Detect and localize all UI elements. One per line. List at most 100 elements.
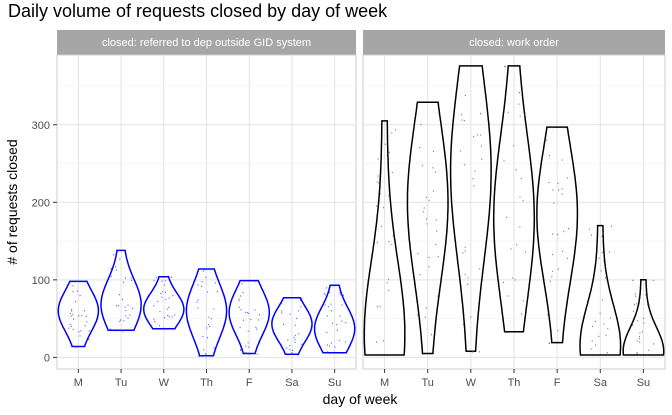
point (70, 325, 72, 328)
point (512, 277, 514, 279)
point (163, 327, 165, 329)
point (636, 303, 638, 305)
point (123, 320, 125, 322)
point (563, 231, 565, 233)
point (561, 188, 563, 190)
points-Tu (417, 113, 440, 355)
point (259, 314, 260, 316)
point (391, 171, 393, 174)
point (131, 279, 133, 281)
point (561, 250, 563, 252)
point (522, 300, 524, 302)
point (114, 330, 116, 332)
point (639, 332, 641, 334)
x-tick-label: Th (508, 377, 521, 389)
point (84, 310, 86, 312)
point (283, 323, 284, 325)
point (552, 253, 554, 256)
point (420, 123, 422, 125)
point (241, 283, 243, 285)
point (653, 320, 655, 322)
point (547, 314, 549, 316)
point (432, 167, 434, 169)
point (80, 330, 82, 332)
point (653, 343, 655, 345)
point (324, 294, 326, 296)
point (647, 304, 648, 306)
point (238, 300, 240, 302)
point (168, 306, 170, 309)
point (216, 290, 218, 293)
point (417, 252, 419, 255)
point (479, 351, 480, 353)
point (387, 355, 389, 357)
point (131, 307, 133, 310)
point (610, 225, 612, 227)
point (506, 331, 508, 333)
violin-Th (185, 268, 228, 357)
point (204, 269, 206, 271)
point (388, 289, 390, 291)
x-tick-label: Sa (594, 377, 608, 389)
point (480, 134, 482, 136)
x-tick-label: F (246, 377, 253, 389)
point (69, 313, 71, 315)
point (75, 346, 77, 348)
point (521, 331, 523, 333)
point (606, 352, 608, 354)
point (157, 300, 159, 303)
point (164, 317, 165, 319)
point (291, 352, 293, 354)
point (332, 285, 334, 287)
point (127, 304, 129, 306)
strip-background (57, 30, 356, 55)
point (200, 285, 202, 287)
point (160, 293, 162, 295)
point (638, 296, 640, 299)
point (506, 216, 508, 218)
point (240, 349, 241, 351)
point (562, 127, 564, 129)
point (464, 94, 466, 96)
point (71, 310, 73, 312)
point (118, 294, 120, 296)
point (428, 256, 430, 259)
point (376, 341, 377, 343)
point (473, 185, 475, 187)
point (287, 354, 289, 356)
points-F (238, 280, 260, 355)
point (79, 295, 81, 297)
point (377, 306, 378, 308)
point (86, 321, 88, 323)
point (73, 318, 75, 320)
point (435, 219, 437, 221)
point (633, 310, 634, 312)
point (78, 331, 80, 333)
point (292, 349, 293, 351)
point (211, 318, 213, 320)
point (519, 196, 521, 198)
point (254, 309, 256, 311)
point (591, 234, 592, 236)
point (654, 355, 656, 357)
point (524, 114, 526, 116)
point (329, 291, 331, 294)
point (470, 316, 472, 318)
point (119, 258, 121, 260)
point (281, 310, 283, 312)
point (471, 351, 473, 353)
point (558, 189, 559, 191)
point (281, 302, 283, 304)
point (634, 293, 636, 295)
point (561, 193, 563, 195)
point (110, 328, 111, 330)
point (159, 310, 161, 313)
point (652, 279, 654, 281)
point (435, 171, 437, 173)
point (255, 326, 257, 328)
point (519, 115, 521, 117)
point (481, 145, 482, 147)
point (602, 299, 603, 301)
point (88, 338, 90, 341)
point (294, 339, 296, 341)
